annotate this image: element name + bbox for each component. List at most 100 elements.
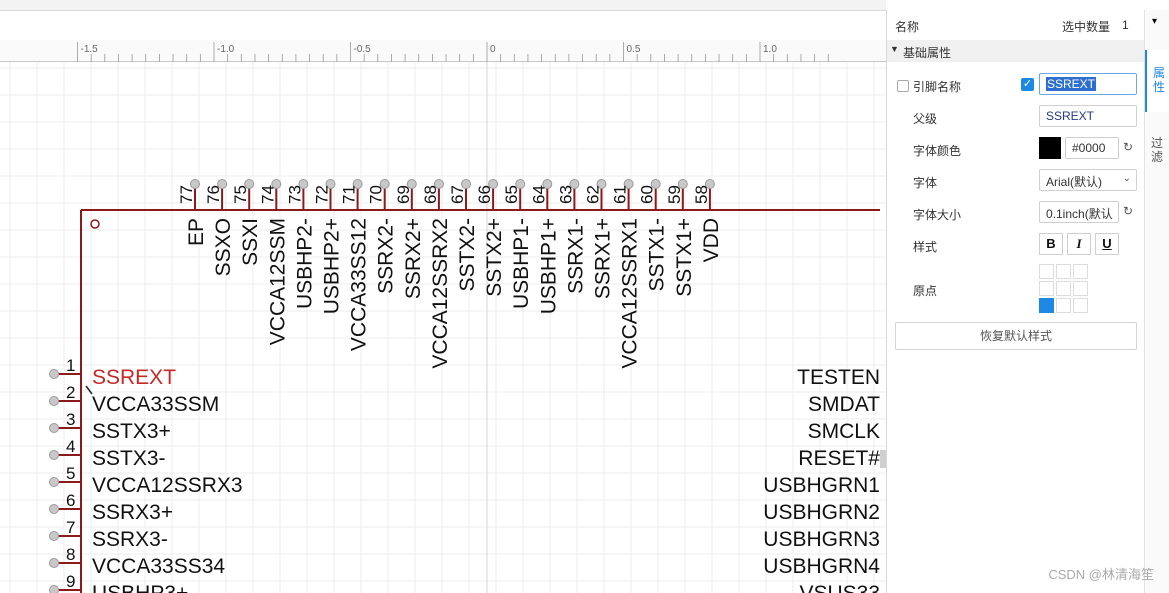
- top-pin-end[interactable]: [542, 179, 553, 189]
- ruler-label: 1.0: [763, 44, 777, 55]
- top-pin-name: SSRX2-: [375, 218, 398, 294]
- underline-button[interactable]: U: [1095, 233, 1119, 255]
- top-pin-number: 68: [421, 185, 440, 204]
- left-pin-name[interactable]: VCCA12SSRX3: [92, 474, 243, 497]
- right-pin-name: VSUS33: [799, 582, 880, 593]
- top-pin-end[interactable]: [190, 179, 200, 189]
- left-pin-end[interactable]: [49, 477, 59, 487]
- top-pin-name: SSRX2+: [402, 218, 425, 299]
- left-pin-name[interactable]: VCCA33SSM: [92, 393, 219, 416]
- left-pin-end[interactable]: [49, 396, 59, 406]
- right-pin-name: USBHGRN1: [763, 474, 880, 497]
- origin-bottom-center[interactable]: [1056, 298, 1071, 313]
- left-pin-end[interactable]: [49, 504, 59, 514]
- pin-name-input[interactable]: SSREXT: [1039, 73, 1137, 95]
- font-color-reset-icon[interactable]: ↻: [1123, 140, 1134, 154]
- top-pin-name: SSTX2-: [456, 218, 479, 292]
- top-pin-number: 64: [529, 185, 548, 204]
- section-basic-properties[interactable]: ▼ 基础属性: [887, 40, 1145, 62]
- font-color-value: #0000: [1072, 141, 1106, 155]
- left-pin-number: 7: [66, 518, 75, 537]
- panel-splitter-handle[interactable]: [880, 450, 886, 468]
- left-pin-name[interactable]: USBHP3+: [92, 582, 188, 593]
- left-pin-end[interactable]: [49, 369, 59, 379]
- origin-top-right[interactable]: [1073, 264, 1088, 279]
- left-pin-number: 6: [66, 491, 75, 510]
- collapse-triangle-icon[interactable]: ▼: [890, 44, 899, 54]
- tab-filter[interactable]: 过滤: [1145, 120, 1169, 182]
- left-pin-number: 9: [66, 572, 75, 591]
- origin-bottom-left[interactable]: [1039, 298, 1054, 313]
- left-pin-name-selected[interactable]: SSREXT: [92, 366, 176, 389]
- top-pin-number: 59: [665, 185, 684, 204]
- top-pin-number: 71: [340, 185, 359, 204]
- top-pin-end[interactable]: [433, 179, 444, 189]
- reset-style-label: 恢复默认样式: [979, 329, 1052, 343]
- top-pin-end[interactable]: [488, 179, 499, 189]
- top-pin-number: 62: [584, 185, 603, 204]
- left-pin-name[interactable]: SSRX3+: [92, 501, 173, 524]
- top-pin-end[interactable]: [623, 179, 634, 189]
- left-pin-number: 8: [66, 545, 75, 564]
- top-pin-name: VCCA12SSRX2: [429, 218, 452, 369]
- top-pin-end[interactable]: [406, 179, 417, 189]
- top-pin-end[interactable]: [271, 179, 282, 189]
- left-pin-name[interactable]: SSTX3+: [92, 420, 171, 443]
- font-size-reset-icon[interactable]: ↻: [1123, 204, 1134, 218]
- left-pin-name[interactable]: SSTX3-: [92, 447, 166, 470]
- top-pin-end[interactable]: [596, 179, 607, 189]
- left-pin-end[interactable]: [49, 558, 59, 568]
- font-color-swatch[interactable]: [1039, 137, 1061, 159]
- top-pin-end[interactable]: [461, 179, 471, 189]
- schematic-canvas[interactable]: -1.5 -1.0 -0.5 0 0.5 1.0 77 EP 76 SSXO 75 SSXI 74 VC…: [0, 40, 886, 593]
- bold-button[interactable]: B: [1039, 233, 1063, 255]
- font-color-input[interactable]: #0000: [1065, 137, 1119, 159]
- top-pin-end[interactable]: [704, 179, 715, 189]
- origin-middle-center[interactable]: [1056, 281, 1071, 296]
- italic-button[interactable]: I: [1067, 233, 1091, 255]
- top-pin-number: 76: [204, 185, 223, 204]
- top-pin-end[interactable]: [217, 179, 228, 189]
- font-size-input[interactable]: 0.1inch(默认: [1039, 201, 1119, 223]
- top-pin-end[interactable]: [298, 179, 309, 189]
- name-header: 名称: [895, 20, 920, 34]
- top-pin-number: 61: [611, 185, 630, 204]
- left-pin-end[interactable]: [49, 423, 59, 433]
- left-pin-number: 5: [66, 464, 75, 483]
- tab-properties[interactable]: 属性: [1145, 50, 1169, 112]
- top-pin-end[interactable]: [244, 179, 255, 189]
- left-pin-end[interactable]: [49, 585, 59, 593]
- parent-field[interactable]: SSREXT: [1039, 105, 1137, 127]
- origin-middle-left[interactable]: [1039, 281, 1054, 296]
- left-pin-end[interactable]: [49, 450, 59, 460]
- left-pin-end[interactable]: [49, 531, 59, 541]
- left-pin-name[interactable]: SSRX3-: [92, 528, 168, 551]
- pin-name-visible-checkbox[interactable]: ✓: [1021, 78, 1034, 91]
- right-pin-name: USBHGRN2: [763, 501, 880, 524]
- right-pin-name: SMCLK: [808, 420, 880, 443]
- top-pin-end[interactable]: [650, 179, 661, 189]
- top-pin-end[interactable]: [379, 179, 390, 189]
- top-pin-end[interactable]: [325, 179, 336, 189]
- left-pin-name[interactable]: VCCA33SS34: [92, 555, 225, 578]
- top-pin-end[interactable]: [677, 179, 688, 189]
- top-pin-end[interactable]: [569, 179, 580, 189]
- font-size-value: 0.1inch(默认: [1046, 207, 1113, 221]
- top-pin-name: SSXO: [212, 218, 235, 276]
- origin-bottom-right[interactable]: [1073, 298, 1088, 313]
- right-pin-name: USBHGRN4: [763, 555, 880, 578]
- top-pin-number: 72: [313, 185, 332, 204]
- top-pin-end[interactable]: [515, 179, 526, 189]
- schematic-sheet[interactable]: 77EP76SSXO75SSXI74VCCA12SSM73USBHP2-72US…: [0, 62, 886, 593]
- origin-top-center[interactable]: [1056, 264, 1071, 279]
- font-select[interactable]: Arial(默认) ⌄: [1039, 169, 1137, 191]
- origin-middle-right[interactable]: [1073, 281, 1088, 296]
- top-pin-end[interactable]: [352, 179, 363, 189]
- pin-icon[interactable]: ▾: [1152, 16, 1158, 27]
- pin-name-checkbox[interactable]: [897, 80, 909, 92]
- top-pin-number: 75: [231, 185, 250, 204]
- reset-style-button[interactable]: 恢复默认样式: [895, 322, 1137, 350]
- origin-top-left[interactable]: [1039, 264, 1054, 279]
- font-label: 字体: [913, 176, 938, 190]
- top-pin-number: 65: [502, 185, 521, 204]
